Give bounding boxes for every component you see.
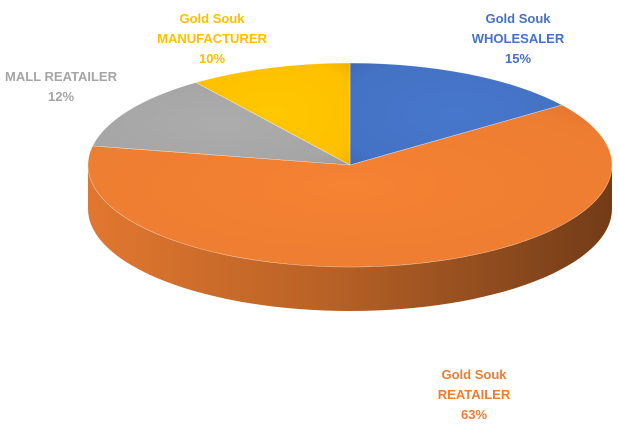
pie-labels: Gold Souk WHOLESALER 15% Gold Souk REATAILER… [5, 11, 565, 422]
pie-value-label: 63% [461, 407, 487, 422]
pie-value-label: 10% [199, 51, 225, 66]
pie-top [87, 62, 613, 268]
pie-label-gold-souk-wholesaler: Gold Souk WHOLESALER 15% [472, 11, 565, 66]
pie-category-label: MANUFACTURER [157, 31, 267, 46]
pie-value-label: 12% [48, 89, 74, 104]
pie-label-gold-souk-manufacturer: Gold Souk MANUFACTURER 10% [157, 11, 267, 66]
pie-slice-gold-souk-manufacturer [195, 62, 351, 166]
pie-category-label: Gold Souk [180, 11, 246, 26]
pie-label-gold-souk-reatailer: Gold Souk REATAILER 63% [438, 367, 511, 422]
pie-side-gold-souk-reatailer [88, 165, 612, 311]
pie-category-label: REATAILER [438, 387, 511, 402]
pie-sides [88, 165, 612, 311]
pie-category-label: WHOLESALER [472, 31, 565, 46]
pie-category-label: MALL REATAILER [5, 69, 118, 84]
pie-slice-gold-souk-reatailer [87, 104, 613, 268]
pie-category-label: Gold Souk [486, 11, 552, 26]
pie-label-mall-reatailer: MALL REATAILER 12% [5, 69, 118, 104]
pie-slice-mall-reatailer [92, 82, 351, 166]
pie-value-label: 15% [505, 51, 531, 66]
pie-slice-gold-souk-wholesaler [349, 62, 563, 166]
pie-category-label: Gold Souk [442, 367, 508, 382]
